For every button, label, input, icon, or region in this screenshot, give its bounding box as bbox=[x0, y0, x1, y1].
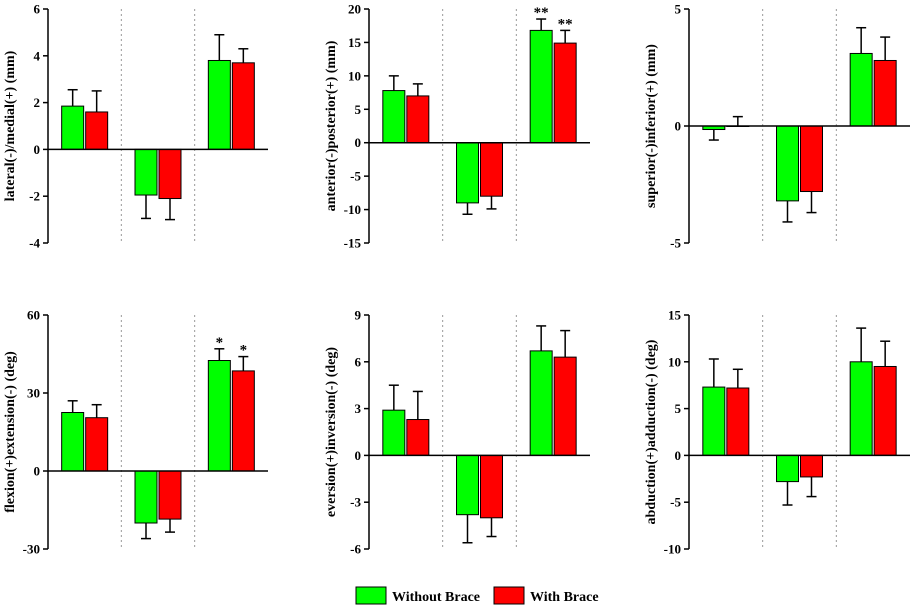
bar-with-brace bbox=[873, 365, 897, 456]
y-tick-label: 0 bbox=[34, 142, 41, 157]
bar-with-brace bbox=[85, 111, 109, 150]
y-tick-label: 5 bbox=[675, 401, 682, 416]
bar-without-brace bbox=[382, 409, 406, 456]
y-axis-title: lateral(-)/medial(+) (mm) bbox=[3, 50, 18, 201]
y-tick-label: 2 bbox=[34, 95, 41, 110]
bar-without-brace bbox=[529, 350, 553, 456]
y-tick-label: 15 bbox=[668, 308, 682, 323]
legend: Without Brace With Brace bbox=[355, 586, 599, 605]
bar-with-brace bbox=[726, 387, 750, 456]
bar-with-brace bbox=[480, 454, 503, 519]
bar-without-brace bbox=[134, 148, 158, 196]
y-tick-label: 20 bbox=[348, 2, 361, 17]
significance-marker: * bbox=[216, 335, 224, 351]
y-tick-label: 0 bbox=[355, 448, 362, 463]
y-tick-label: 0 bbox=[675, 448, 682, 463]
bar-without-brace bbox=[776, 454, 799, 483]
y-tick-label: -15 bbox=[344, 236, 362, 251]
bar-without-brace bbox=[61, 105, 85, 150]
y-axis-title: anterior(-)posterior(+) (mm) bbox=[324, 40, 339, 211]
y-tick-label: 9 bbox=[355, 308, 362, 323]
y-tick-label: 60 bbox=[27, 308, 40, 323]
bar-with-brace bbox=[553, 42, 577, 144]
y-tick-label: 5 bbox=[355, 102, 362, 117]
legend-label-without-brace: Without Brace bbox=[392, 590, 480, 605]
bar-with-brace bbox=[231, 62, 255, 150]
bar-with-brace bbox=[231, 370, 255, 472]
y-tick-label: 3 bbox=[355, 401, 362, 416]
bar-without-brace bbox=[382, 90, 406, 144]
legend-swatch-without-brace bbox=[355, 586, 387, 605]
bar-with-brace bbox=[873, 59, 897, 127]
y-axis-title: superior(-)inferior(+) (mm) bbox=[644, 44, 659, 208]
bar-without-brace bbox=[134, 470, 158, 524]
significance-marker: * bbox=[240, 343, 248, 359]
legend-swatch-with-brace bbox=[493, 586, 525, 605]
bar-without-brace bbox=[702, 386, 726, 456]
y-tick-label: 0 bbox=[675, 119, 682, 134]
bar-without-brace bbox=[207, 360, 231, 472]
y-tick-label: -4 bbox=[29, 236, 40, 251]
y-tick-label: 4 bbox=[34, 48, 41, 63]
y-tick-label: 6 bbox=[355, 354, 362, 369]
y-tick-label: -10 bbox=[664, 542, 681, 557]
bar-with-brace bbox=[158, 470, 182, 520]
significance-marker: ** bbox=[558, 16, 573, 32]
y-tick-label: -30 bbox=[23, 542, 40, 557]
legend-label-with-brace: With Brace bbox=[530, 590, 599, 605]
y-axis-title: eversion(+)inversion(-) (deg) bbox=[324, 347, 339, 517]
chart-panel-ant-post: ** ** 20 15 10 5 0 -5 -10 -15 anterior(-)posterior… bbox=[324, 2, 590, 251]
y-axis-title: abduction(+)adduction(-) (deg) bbox=[644, 339, 659, 524]
bar-without-brace bbox=[849, 52, 873, 127]
bar-with-brace bbox=[85, 417, 109, 472]
chart-panel-flex-ext: * * 60 30 0 -30 flexion(+)extension(-) (deg) bbox=[3, 308, 268, 557]
y-tick-label: 0 bbox=[34, 464, 41, 479]
bar-with-brace bbox=[800, 454, 823, 478]
bar-without-brace bbox=[849, 361, 873, 456]
y-tick-label: -5 bbox=[670, 236, 681, 251]
y-tick-label: 10 bbox=[668, 354, 681, 369]
y-tick-label: 15 bbox=[348, 35, 362, 50]
chart-panel-ev-inv: 9 6 3 0 -3 -6 eversion(+)inversion(-) (deg) bbox=[324, 308, 590, 557]
y-tick-label: 0 bbox=[355, 135, 362, 150]
bar-with-brace bbox=[480, 142, 503, 197]
y-tick-label: 30 bbox=[27, 386, 40, 401]
bar-with-brace bbox=[553, 356, 577, 456]
bar-with-brace bbox=[800, 125, 823, 193]
bar-with-brace bbox=[406, 95, 430, 144]
y-tick-label: -5 bbox=[670, 495, 681, 510]
y-axis-title: flexion(+)extension(-) (deg) bbox=[3, 351, 18, 513]
bar-without-brace bbox=[61, 412, 85, 472]
y-tick-label: -10 bbox=[344, 202, 361, 217]
bar-with-brace bbox=[158, 148, 182, 200]
bar-with-brace bbox=[406, 419, 430, 456]
y-tick-label: 10 bbox=[348, 68, 361, 83]
bar-without-brace bbox=[776, 125, 799, 202]
chart-panel-sup-inf: 5 0 -5 superior(-)inferior(+) (mm) bbox=[644, 2, 910, 251]
y-tick-label: -6 bbox=[350, 542, 361, 557]
y-tick-label: 5 bbox=[675, 2, 682, 17]
chart-panel-abd-add: 15 10 5 0 -5 -10 abduction(+)adduction(-) (deg… bbox=[644, 308, 910, 557]
chart-panel-lat-med: 6 4 2 0 -2 -4 lateral(-)/medial(+) (mm) bbox=[3, 2, 268, 251]
y-tick-label: -2 bbox=[29, 189, 40, 204]
significance-marker: ** bbox=[534, 5, 549, 21]
bar-without-brace bbox=[207, 59, 231, 150]
y-tick-label: 6 bbox=[34, 2, 41, 17]
bar-without-brace bbox=[529, 29, 553, 144]
y-tick-label: -5 bbox=[350, 169, 361, 184]
bar-without-brace bbox=[456, 142, 479, 204]
bar-without-brace bbox=[456, 454, 479, 516]
y-tick-label: -3 bbox=[350, 495, 361, 510]
